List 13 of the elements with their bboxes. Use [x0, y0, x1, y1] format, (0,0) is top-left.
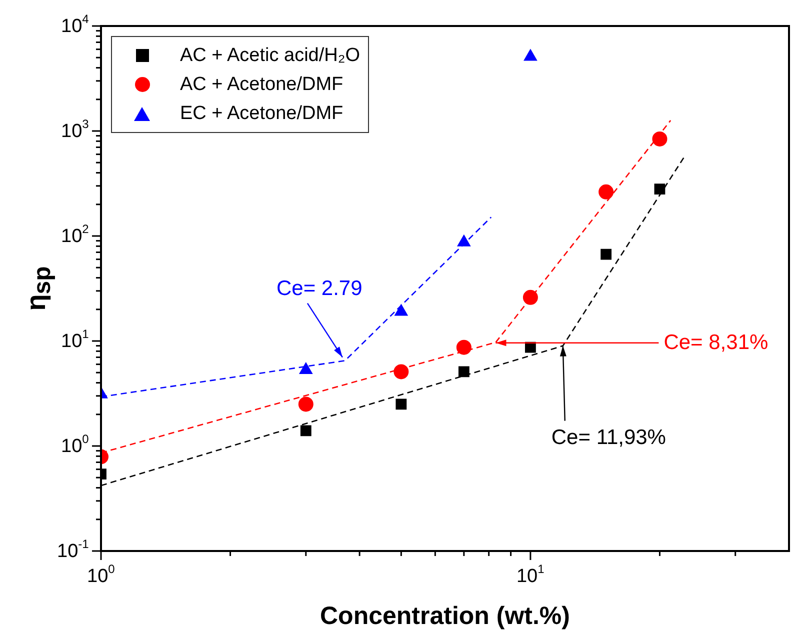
- legend-label: AC + Acetone/DMF: [180, 74, 344, 96]
- legend-label: AC + Acetic acid/H₂O: [180, 44, 360, 66]
- y-tick-label: 10$^{-1}$: [57, 536, 89, 562]
- y-tick-label: 10$^{3}$: [61, 116, 89, 142]
- legend-label: EC + Acetone/DMF: [180, 102, 344, 124]
- y-tick-label: 10$^{4}$: [61, 12, 89, 36]
- y-tick-label: 10$^{0}$: [61, 432, 89, 456]
- x-axis-title: Concentration (wt.%): [320, 602, 570, 630]
- annotation: Ce= 2.79: [276, 276, 362, 300]
- annotation: Ce= 8,31%: [664, 331, 768, 354]
- y-tick-label: 10$^{2}$: [61, 222, 89, 246]
- y-tick-label: 10$^{1}$: [61, 326, 89, 352]
- annotation: Ce= 11,93%: [551, 426, 666, 450]
